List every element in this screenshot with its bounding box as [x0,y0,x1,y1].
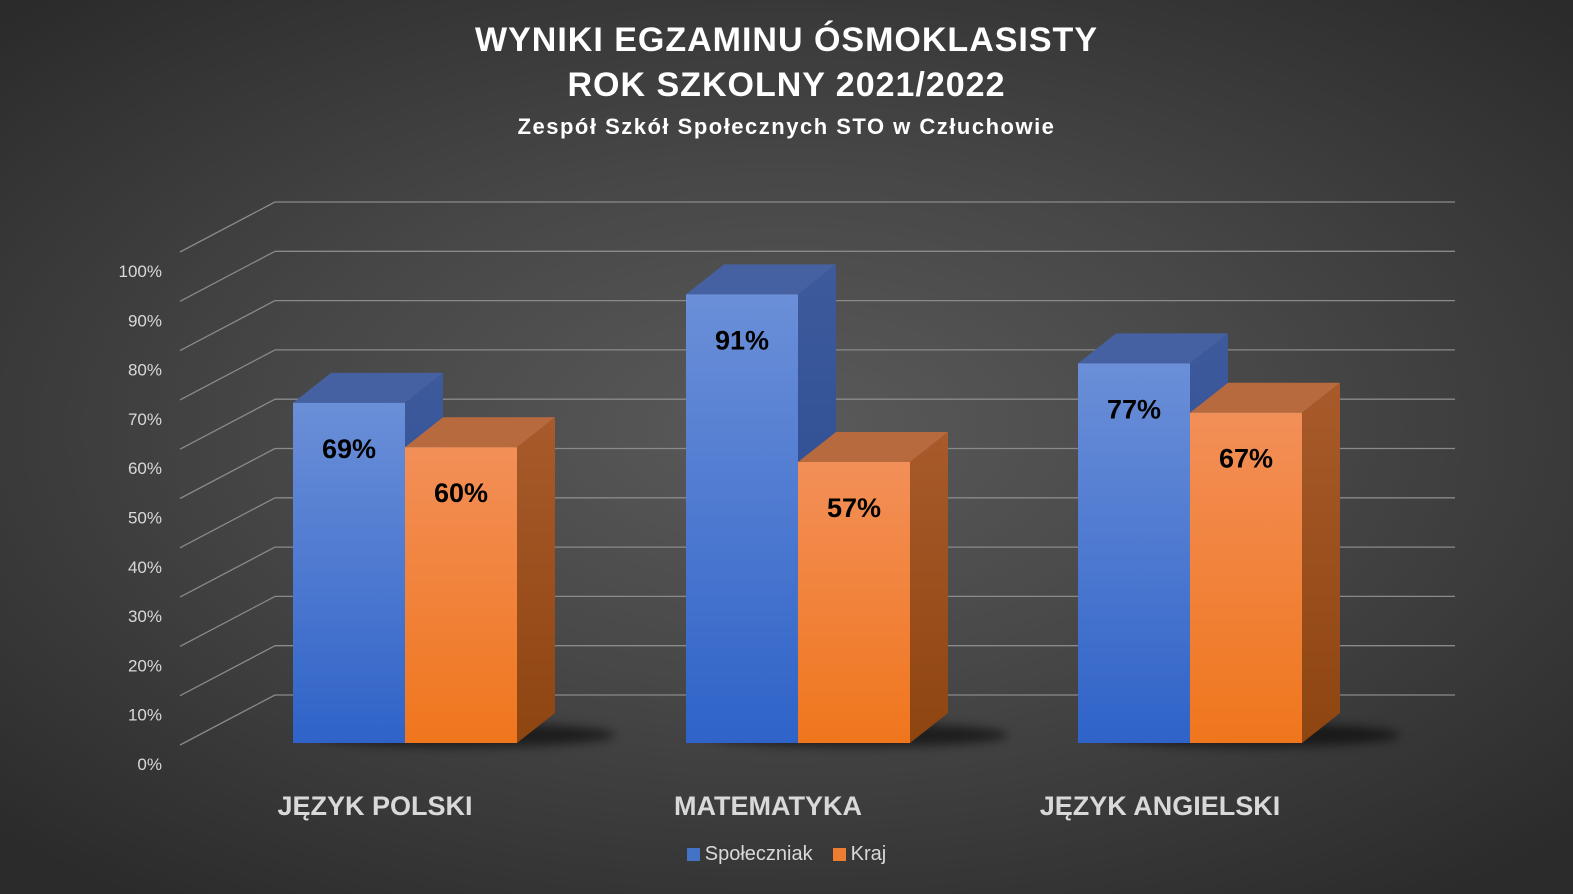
legend-item-spoleczniak: Społeczniak [686,843,813,866]
data-label: 91% [715,325,769,355]
chart-title-line-1: WYNIKI EGZAMINU ÓSMOKLASISTY [475,21,1098,59]
gridline-side [179,201,276,253]
y-tick-label: 30% [128,607,162,626]
bar-top [293,372,443,403]
chart-title-line-2: ROK SZKOLNY 2021/2022 [567,66,1006,104]
y-tick-label: 60% [128,459,162,478]
y-tick-label: 90% [128,311,162,330]
y-tick-label: 10% [128,706,162,725]
gridline-side [179,546,276,598]
category-label: MATEMATYKA [674,791,862,821]
category-label: JĘZYK ANGIELSKI [1040,791,1281,821]
legend-swatch-blue [686,848,700,861]
data-label: 60% [434,478,488,508]
y-tick-label: 40% [128,558,162,577]
bar-top [405,417,555,448]
data-label: 57% [827,493,881,523]
category-label: JĘZYK POLSKI [277,791,472,821]
bar-top [798,431,948,462]
y-tick-label: 20% [128,656,162,675]
bar [798,461,910,743]
data-label: 77% [1107,394,1161,424]
data-label: 67% [1219,444,1273,474]
y-tick-label: 50% [128,509,162,528]
bar [686,294,798,743]
bar-top [1078,333,1228,364]
y-tick-label: 0% [137,755,162,774]
legend-swatch-orange [832,848,846,861]
bar-top [686,264,836,295]
gridline-side [179,300,276,352]
legend-label-spoleczniak: Społeczniak [704,843,813,865]
bar-side [517,417,555,743]
data-label: 69% [322,434,376,464]
gridline-side [179,250,276,302]
bars-layer: 69% 60% 91% 57% 77% 67% [293,264,1400,747]
gridline-side [179,447,276,500]
bar-side [910,431,948,743]
gridline-side [179,694,276,746]
legend-item-kraj: Kraj [832,843,887,866]
y-tick-label: 70% [128,410,162,429]
gridline-side [179,595,276,647]
legend-label-kraj: Kraj [850,843,887,865]
bar-top [1190,382,1340,413]
chart-title-block: WYNIKI EGZAMINU ÓSMOKLASISTY ROK SZKOLNY… [0,18,1573,143]
y-tick-label: 80% [128,361,162,380]
bar [293,402,405,743]
x-axis: JĘZYK POLSKI MATEMATYKA JĘZYK ANGIELSKI [277,791,1280,821]
gridline-side [179,645,276,697]
bar-side [1302,382,1340,743]
chart-subtitle: Zespół Szkół Społecznych STO w Człuchowi… [517,114,1056,139]
gridline-side [179,349,276,401]
gridline-side [179,497,276,549]
legend: Społeczniak Kraj [0,843,1573,866]
bar [405,447,517,743]
y-tick-label: 100% [119,262,162,281]
gridline-side [179,398,276,450]
y-axis: 0% 10% 20% 30% 40% 50% 60% 70% 80% 90% 100% [119,262,162,774]
bar [1078,363,1190,743]
bar [1190,412,1302,743]
